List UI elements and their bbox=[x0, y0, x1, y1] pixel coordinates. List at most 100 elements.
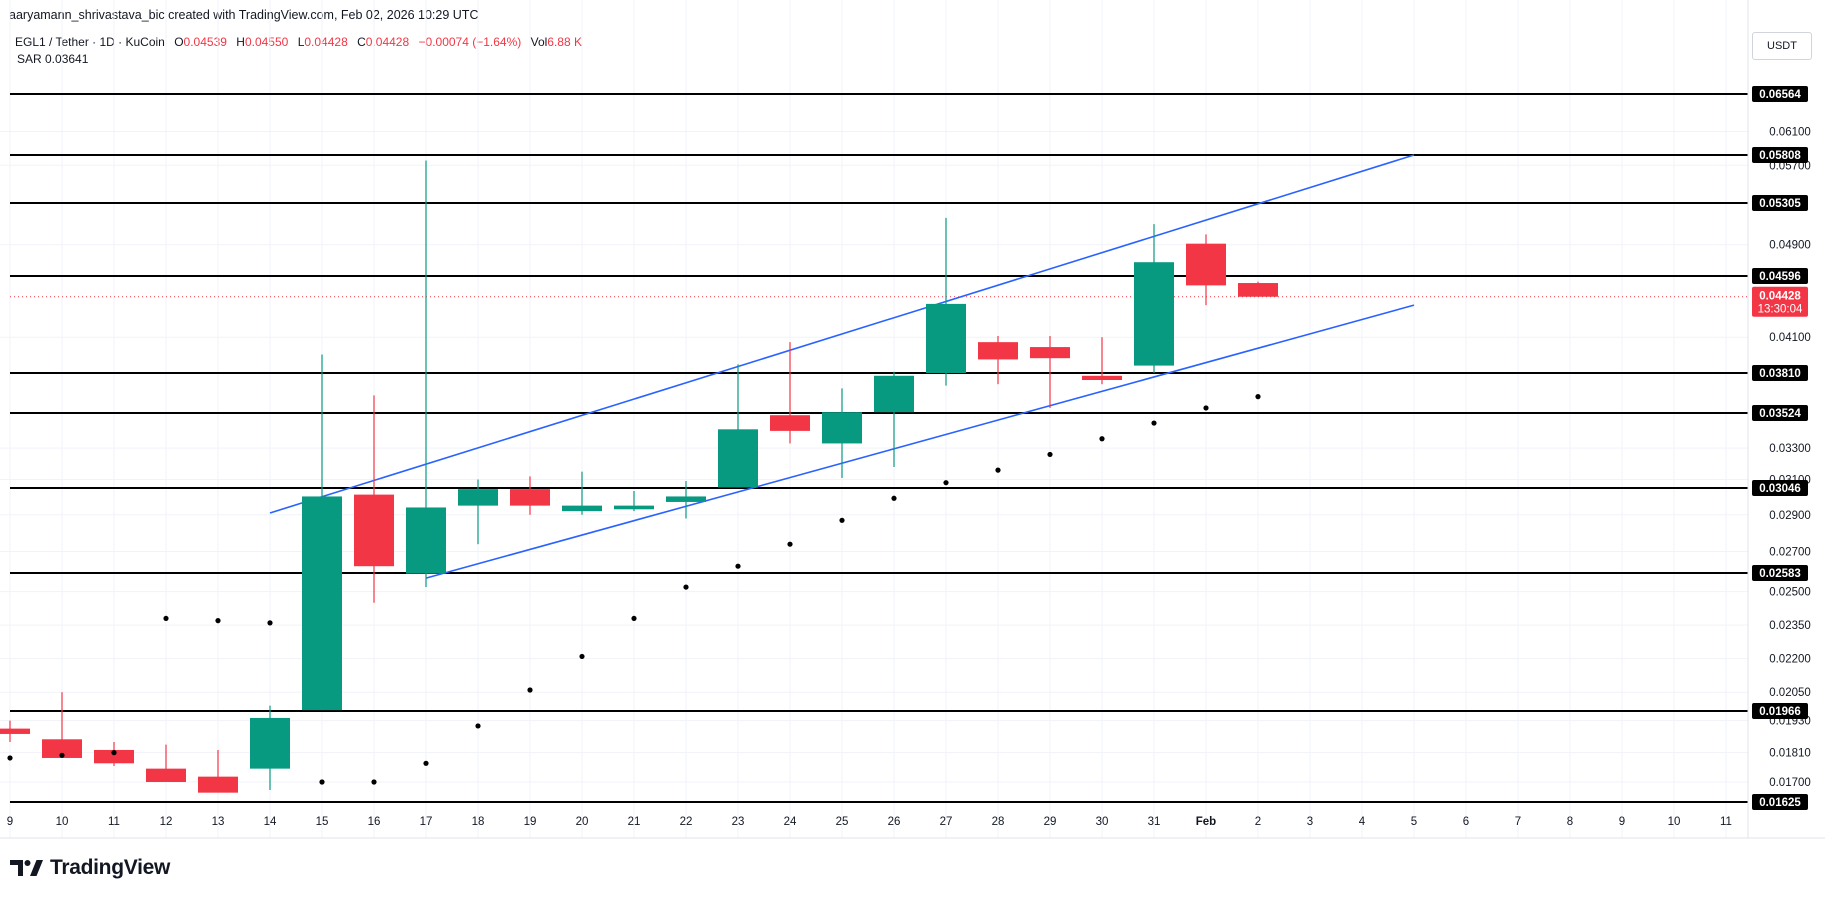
candle-body bbox=[94, 749, 134, 764]
candle-body bbox=[406, 507, 446, 574]
candle[interactable] bbox=[1082, 337, 1122, 385]
time-tick-label: 25 bbox=[836, 816, 849, 828]
high-label: H bbox=[236, 35, 245, 49]
level-price-text: 0.03046 bbox=[1759, 483, 1801, 495]
candle-body bbox=[0, 728, 30, 734]
level-price-badge: 0.02583 bbox=[1752, 565, 1808, 581]
sar-dot bbox=[735, 563, 741, 569]
time-tick-label: 17 bbox=[420, 816, 433, 828]
time-axis-ticks: 9 10 11 12 13 14 15 16 17 18 19 20 21 22 23 24 25 26 27 28 2… bbox=[7, 816, 1732, 828]
symbol-name[interactable]: EGL1 / Tether · 1D · KuCoin bbox=[15, 35, 165, 49]
sar-dot bbox=[319, 779, 325, 785]
time-tick-label: 10 bbox=[1668, 816, 1681, 828]
candle[interactable] bbox=[874, 371, 914, 467]
sar-indicator-legend[interactable]: SAR 0.03641 bbox=[17, 52, 89, 66]
candle[interactable] bbox=[510, 476, 550, 515]
candle[interactable] bbox=[926, 217, 966, 386]
countdown-text: 13:30:04 bbox=[1758, 304, 1803, 316]
price-axis-ticks: 0.061000.057000.049000.041000.033000.031… bbox=[1769, 126, 1811, 789]
tradingview-logo[interactable]: TradingView bbox=[10, 856, 170, 880]
level-price-badge: 0.05808 bbox=[1752, 147, 1808, 163]
time-tick-label: 11 bbox=[108, 816, 120, 828]
sar-dot bbox=[111, 750, 117, 756]
level-price-badge: 0.05305 bbox=[1752, 195, 1808, 211]
candle[interactable] bbox=[250, 705, 290, 790]
candle-body bbox=[926, 303, 966, 373]
level-price-badge: 0.04596 bbox=[1752, 268, 1808, 284]
candle[interactable] bbox=[770, 342, 810, 444]
time-tick-label: 3 bbox=[1307, 816, 1313, 828]
candle-body bbox=[718, 429, 758, 488]
sar-dot bbox=[267, 620, 273, 626]
time-tick-label: 4 bbox=[1359, 816, 1366, 828]
sar-dot bbox=[579, 653, 585, 660]
candle[interactable] bbox=[302, 354, 342, 711]
candle[interactable] bbox=[562, 471, 602, 515]
sar-dot bbox=[163, 615, 169, 622]
candle[interactable] bbox=[614, 490, 654, 512]
time-tick-label: 7 bbox=[1515, 816, 1521, 828]
candle-body bbox=[1030, 347, 1070, 359]
candle[interactable] bbox=[1134, 224, 1174, 373]
time-tick-label: 15 bbox=[316, 816, 329, 828]
time-tick-label: 23 bbox=[732, 816, 745, 828]
candle-body bbox=[250, 717, 290, 769]
candles bbox=[0, 160, 1278, 793]
candle[interactable] bbox=[718, 364, 758, 488]
high-value: 0.04550 bbox=[244, 35, 289, 49]
sar-dot bbox=[1255, 394, 1261, 400]
candle[interactable] bbox=[1030, 335, 1070, 408]
price-tick-label: 0.02900 bbox=[1769, 510, 1811, 522]
candle[interactable] bbox=[666, 481, 706, 519]
open-label: O bbox=[174, 35, 184, 49]
time-tick-label: 27 bbox=[940, 816, 953, 828]
time-tick-label: 12 bbox=[160, 816, 173, 828]
candle[interactable] bbox=[354, 395, 394, 603]
candle-body bbox=[562, 505, 602, 512]
candle[interactable] bbox=[406, 160, 446, 588]
candle-body bbox=[1238, 283, 1278, 297]
candle[interactable] bbox=[198, 749, 238, 793]
price-tick-label: 0.02700 bbox=[1769, 547, 1811, 559]
sar-dots bbox=[7, 394, 1261, 785]
horizontal-levels bbox=[10, 93, 1748, 803]
sar-dot bbox=[1099, 436, 1105, 442]
level-price-text: 0.05305 bbox=[1759, 198, 1801, 210]
candle[interactable] bbox=[822, 388, 862, 478]
candle-body bbox=[978, 342, 1018, 360]
candle-body bbox=[1082, 375, 1122, 380]
close-label: C bbox=[357, 35, 366, 49]
channel-upper-line bbox=[269, 154, 1415, 514]
candle[interactable] bbox=[42, 692, 82, 758]
level-badges: 0.06564 0.05808 0.05305 0.04596 0.03810 0.035… bbox=[1752, 86, 1808, 810]
candle-body bbox=[770, 415, 810, 431]
sar-dot bbox=[787, 541, 793, 547]
ascending-channel bbox=[269, 154, 1415, 579]
close-value: 0.04428 bbox=[365, 35, 410, 49]
level-price-badge: 0.01625 bbox=[1752, 794, 1808, 810]
candle[interactable] bbox=[458, 479, 498, 545]
time-tick-label: 20 bbox=[576, 816, 589, 828]
candle-body bbox=[302, 496, 342, 711]
time-tick-label: 16 bbox=[368, 816, 381, 828]
sar-dot bbox=[839, 517, 845, 523]
channel-lower-line bbox=[425, 304, 1415, 579]
candle[interactable] bbox=[146, 744, 186, 782]
level-price-text: 0.01966 bbox=[1759, 706, 1801, 718]
price-tick-label: 0.01810 bbox=[1769, 748, 1811, 760]
time-tick-label: 9 bbox=[1619, 816, 1625, 828]
volume-label: Vol bbox=[530, 35, 548, 49]
candle-body bbox=[822, 412, 862, 444]
sar-dot bbox=[1047, 451, 1053, 458]
time-tick-label: 8 bbox=[1567, 816, 1573, 828]
candle[interactable] bbox=[1186, 234, 1226, 306]
sar-dot bbox=[59, 752, 65, 758]
candle[interactable] bbox=[1238, 281, 1278, 297]
candle[interactable] bbox=[0, 720, 30, 742]
level-price-badge: 0.01966 bbox=[1752, 703, 1808, 719]
price-tick-label: 0.02050 bbox=[1769, 687, 1811, 699]
candle-body bbox=[1186, 243, 1226, 286]
candle[interactable] bbox=[978, 335, 1018, 385]
currency-button[interactable]: USDT bbox=[1752, 32, 1812, 60]
